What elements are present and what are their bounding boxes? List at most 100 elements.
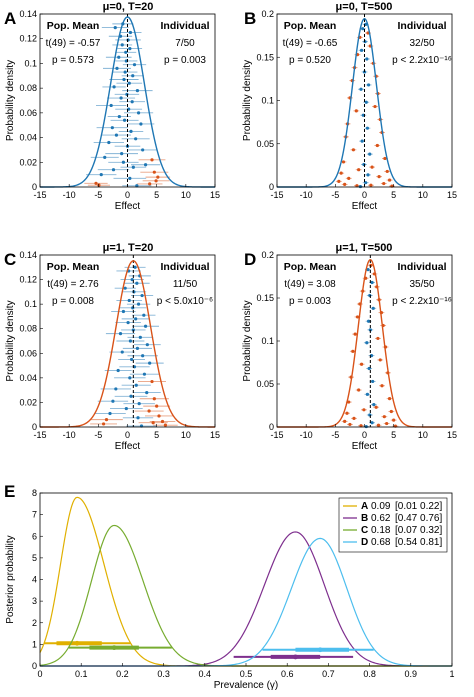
panel-a-data-point: [127, 81, 131, 85]
posterior-mode-a: [74, 640, 80, 646]
panel-a-y-tick-label: 0.1: [24, 58, 37, 68]
panel-a-data-point: [139, 122, 143, 126]
legend-value-b: 0.62: [371, 513, 391, 524]
panel-d-data-point: [380, 384, 384, 388]
panel-b-data-point: [339, 171, 343, 175]
posterior-mode-c: [111, 645, 117, 651]
legend-label-c: C: [361, 525, 368, 536]
panel-b-individual-count: 32/50: [409, 38, 434, 49]
panel-b-y-tick-label: 0.15: [256, 52, 274, 62]
panel-c-panel-letter: C: [4, 250, 16, 269]
panel-d-data-point: [374, 405, 378, 409]
panel-c-title: μ=1, T=20: [103, 242, 154, 254]
panel-c-data-point: [152, 397, 156, 401]
panel-a-pop-mean-t: t(49) = -0.57: [46, 38, 101, 49]
panel-c-x-tick-label: 10: [181, 430, 191, 440]
panel-a-data-point: [135, 89, 140, 93]
panel-a-y-tick-label: 0: [32, 182, 37, 192]
panel-a-x-tick-label: 5: [154, 190, 159, 200]
panel-b-data-point: [366, 83, 371, 87]
panel-d-title: μ=1, T=500: [336, 242, 393, 254]
panel-c-pop-mean-t: t(49) = 2.76: [47, 279, 99, 290]
panel-c: -15 -10 -5 0 5 10 15 0 0.02 0.04 0.06 0.08 0.1 0.12 0.…: [4, 242, 220, 452]
panel-a-data-point: [148, 182, 152, 186]
panel-b-data-point: [369, 183, 373, 187]
panel-b-individual-p: p < 2.2x10⁻¹⁶: [392, 55, 452, 66]
panel-b-data-point: [366, 173, 370, 177]
panel-d-individual-count: 35/50: [409, 279, 434, 290]
panel-e-x-tick-label: 0.1: [75, 669, 88, 679]
panel-d-data-point: [347, 400, 351, 404]
panel-d-data-point: [348, 422, 352, 427]
panel-c-data-point: [126, 320, 130, 325]
panel-d-x-tick-label: 5: [391, 430, 396, 440]
panel-d-data-point: [362, 408, 366, 412]
panel-c-data-point: [157, 414, 161, 418]
panel-a-data-point: [152, 170, 156, 174]
panel-b-data-point: [382, 181, 386, 186]
panel-e-x-tick-label: 0.3: [157, 669, 170, 679]
legend-ci-a: [0.01 0.22]: [395, 501, 442, 512]
panel-b-x-tick-label: 15: [447, 190, 457, 200]
panel-e-x-axis-label: Prevalence (γ): [214, 680, 278, 691]
posterior-mode-b: [293, 654, 298, 660]
panel-c-data-point: [123, 286, 127, 290]
panel-c-data-point: [138, 335, 142, 339]
legend-ci-d: [0.54 0.81]: [395, 537, 442, 548]
panel-a-y-tick-label: 0.06: [19, 108, 37, 118]
panel-a-data-point: [111, 168, 116, 172]
panel-e-x-tick-label: 0.4: [199, 669, 212, 679]
panel-c-data-point: [150, 379, 154, 384]
panel-a-pop-mean-heading: Pop. Mean: [47, 20, 100, 32]
panel-c-data-point: [124, 406, 128, 411]
panel-a-data-point: [103, 155, 107, 159]
panel-c-pop-mean-p: p = 0.008: [52, 296, 94, 307]
panel-c-data-point: [140, 293, 144, 298]
panel-d-data-point: [368, 413, 372, 417]
panel-b-data-point: [357, 168, 361, 172]
panel-d-x-tick-label: -5: [331, 430, 339, 440]
panel-a-panel-letter: A: [4, 9, 16, 28]
panel-a-data-point: [120, 43, 124, 47]
panel-a-data-point: [131, 74, 135, 78]
panel-a-data-point: [154, 179, 158, 183]
panel-a-data-point: [132, 63, 137, 67]
legend-label-a: A: [361, 501, 368, 512]
panel-a-y-tick-label: 0.14: [19, 9, 37, 19]
panel-c-data-point: [108, 411, 112, 416]
panel-a-x-tick-label: -10: [63, 190, 76, 200]
panel-b-x-tick-label: -5: [331, 190, 339, 200]
panel-b-data-point: [359, 48, 364, 52]
panel-c-data-point: [131, 328, 135, 332]
panel-d-data-point: [372, 403, 376, 407]
panel-b-panel-letter: B: [244, 9, 256, 28]
panel-a-data-point: [156, 175, 160, 179]
panel-a-data-point: [114, 133, 119, 137]
panel-a-data-point: [121, 160, 126, 164]
panel-c-data-point: [131, 306, 135, 310]
panel-a-data-point: [122, 77, 126, 82]
panel-d-data-point: [382, 415, 386, 419]
panel-c-data-point: [143, 324, 148, 328]
panel-e-x-tick-label: 0.7: [322, 669, 335, 679]
panel-d-data-point: [353, 332, 357, 336]
panel-b-x-tick-label: 10: [418, 190, 428, 200]
panel-a-x-tick-label: 15: [210, 190, 220, 200]
panel-a-data-point: [143, 163, 148, 167]
panel-c-x-tick-label: 0: [125, 430, 130, 440]
panel-a-x-tick-label: -5: [94, 190, 102, 200]
panel-a: -15 -10 -5 0 5 10 15 0 0.02 0.04 0.06 0.08 0.1 0.12 0.…: [4, 1, 220, 212]
panel-b: -15 -10 -5 0 5 10 15 0 0.05 0.1 0.15 0.2 Effect Proba…: [242, 1, 457, 212]
panel-a-data-point: [97, 183, 101, 187]
panel-a-data-point: [128, 30, 133, 35]
panel-b-y-tick-label: 0.1: [261, 96, 274, 106]
panel-c-data-point: [101, 422, 106, 426]
panel-a-y-tick-label: 0.02: [19, 157, 37, 167]
panel-a-individual-heading: Individual: [160, 20, 209, 32]
panel-b-data-point: [387, 178, 392, 182]
panel-c-data-point: [141, 354, 145, 358]
legend-value-d: 0.68: [371, 537, 391, 548]
panel-c-data-point: [142, 313, 146, 317]
panel-e-x-tick-label: 1: [449, 669, 454, 679]
